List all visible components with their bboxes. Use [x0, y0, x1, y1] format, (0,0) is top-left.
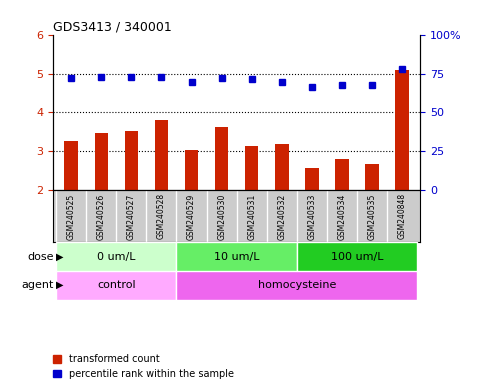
Text: GSM240530: GSM240530: [217, 193, 226, 240]
Text: homocysteine: homocysteine: [257, 280, 336, 290]
Text: 0 um/L: 0 um/L: [97, 252, 136, 262]
Bar: [56, 271, 176, 300]
Bar: [185, 149, 199, 190]
Text: GSM240532: GSM240532: [277, 193, 286, 240]
Bar: [365, 164, 379, 190]
Bar: [64, 141, 78, 190]
Bar: [215, 127, 228, 190]
Text: 100 um/L: 100 um/L: [331, 252, 384, 262]
Bar: [396, 70, 409, 190]
Bar: [297, 242, 417, 271]
Text: GSM240531: GSM240531: [247, 193, 256, 240]
Bar: [95, 133, 108, 190]
Bar: [56, 242, 176, 271]
Text: GSM240527: GSM240527: [127, 193, 136, 240]
Bar: [305, 168, 319, 190]
Text: GSM240525: GSM240525: [67, 193, 76, 240]
Text: 10 um/L: 10 um/L: [214, 252, 259, 262]
Bar: [155, 120, 168, 190]
Text: GSM240529: GSM240529: [187, 193, 196, 240]
Bar: [275, 144, 288, 190]
Text: GDS3413 / 340001: GDS3413 / 340001: [53, 20, 172, 33]
Text: ▶: ▶: [56, 280, 63, 290]
Text: ▶: ▶: [56, 252, 63, 262]
Text: GSM240848: GSM240848: [398, 193, 407, 240]
Text: GSM240533: GSM240533: [307, 193, 316, 240]
Bar: [335, 159, 349, 190]
Bar: [125, 131, 138, 190]
Bar: [176, 242, 297, 271]
Text: agent: agent: [22, 280, 54, 290]
Legend: transformed count, percentile rank within the sample: transformed count, percentile rank withi…: [53, 354, 234, 379]
Text: GSM240534: GSM240534: [338, 193, 346, 240]
Text: control: control: [97, 280, 136, 290]
Bar: [245, 146, 258, 190]
Text: GSM240526: GSM240526: [97, 193, 106, 240]
Text: dose: dose: [28, 252, 54, 262]
Text: GSM240535: GSM240535: [368, 193, 377, 240]
Bar: [176, 271, 417, 300]
Text: GSM240528: GSM240528: [157, 193, 166, 240]
